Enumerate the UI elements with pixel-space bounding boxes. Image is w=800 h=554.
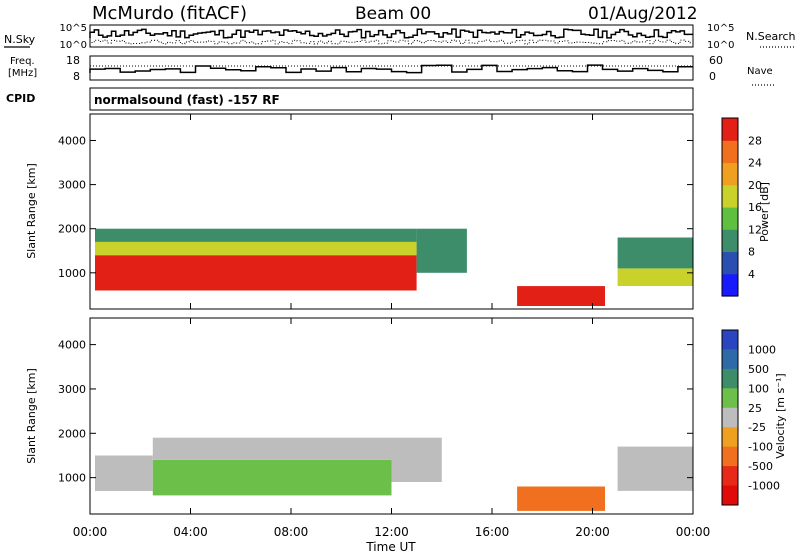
nsky-label: N.Sky [4, 33, 36, 46]
colorbar-frame [721, 329, 739, 506]
heatmap-region [617, 446, 693, 491]
colorbar-tick-label: 28 [748, 134, 762, 147]
y-tick-label: 3000 [58, 383, 86, 396]
nave-tick-top: 60 [709, 54, 723, 67]
x-tick-label: 08:00 [274, 525, 309, 539]
y-tick-label: 2000 [58, 427, 86, 440]
nsky-tick-bottom: 10^0 [60, 40, 87, 51]
x-tick-label: 12:00 [374, 525, 409, 539]
y-tick-label: 2000 [58, 223, 86, 236]
colorbar-swatch [722, 207, 738, 230]
colorbar-swatch [722, 229, 738, 253]
x-axis-ticks: 00:00 04:00 08:00 12:00 16:00 20:00 00:00 [73, 114, 711, 539]
velocity-colorbar-label: Velocity [m s⁻¹] [774, 373, 787, 458]
power-colorbar-label: Power [dB] [758, 182, 771, 242]
heatmap-region [95, 241, 417, 256]
power-y-ticks: 1000 2000 3000 4000 [58, 134, 693, 280]
colorbar-tick-label: 20 [748, 179, 762, 192]
freq-tick-bottom: 8 [73, 70, 80, 83]
heatmap-region [391, 437, 442, 482]
nave-label: Nave [747, 66, 773, 77]
velocity-colorbar: 1000 500 100 25 -25 -100 -500 -1000 [721, 329, 780, 506]
colorbar-swatch [722, 485, 738, 506]
nsearch-tick-bottom: 10^0 [707, 40, 734, 51]
colorbar-tick-label: 500 [748, 363, 769, 376]
heatmap-region [95, 255, 417, 291]
freq-label: Freq. [10, 56, 35, 67]
cpid-panel: CPID normalsound (fast) -157 RF [6, 87, 694, 111]
colorbar-swatch [722, 407, 738, 428]
heatmap-region [517, 486, 605, 511]
colorbar-swatch [722, 251, 738, 275]
freq-unit: [MHz] [8, 68, 37, 79]
heatmap-region [617, 268, 693, 286]
colorbar-swatch [722, 349, 738, 370]
y-tick-label: 4000 [58, 134, 86, 147]
y-tick-label: 3000 [58, 179, 86, 192]
velocity-panel: 1000 2000 3000 4000 Slant Range [km] [25, 317, 694, 515]
date-title: 01/Aug/2012 [588, 4, 698, 24]
colorbar-tick-label: -500 [748, 460, 773, 473]
nsearch-tick-top: 10^5 [707, 23, 734, 34]
colorbar-tick-label: 1000 [748, 343, 776, 356]
heatmap-region [617, 237, 693, 269]
heatmap-region [152, 437, 392, 460]
colorbar-frame [721, 117, 739, 297]
freq-tick-top: 18 [66, 54, 80, 67]
colorbar-swatch [722, 140, 738, 164]
colorbar-tick-label: 12 [748, 223, 762, 236]
cpid-label: CPID [6, 92, 35, 105]
colorbar-swatch [722, 162, 738, 186]
x-tick-label: 20:00 [575, 525, 610, 539]
freq-panel: Freq. [MHz] 18 8 60 0 Nave [8, 54, 775, 86]
colorbar-swatch [722, 427, 738, 448]
x-tick-label: 16:00 [475, 525, 510, 539]
velocity-ylabel: Slant Range [km] [25, 368, 38, 464]
heatmap-region [152, 459, 392, 496]
power-panel: 1000 2000 3000 4000 Slant Range [km] [25, 113, 694, 310]
colorbar-tick-label: 24 [748, 157, 762, 170]
x-tick-label: 04:00 [173, 525, 208, 539]
colorbar-tick-label: 25 [748, 402, 762, 415]
velocity-y-ticks: 1000 2000 3000 4000 [58, 339, 693, 485]
nsky-tick-top: 10^5 [60, 23, 87, 34]
colorbar-tick-label: 8 [748, 246, 755, 259]
heatmap-region [517, 286, 605, 306]
y-tick-label: 1000 [58, 267, 86, 280]
nsearch-label: N.Search [746, 30, 796, 43]
colorbar-swatch [722, 273, 738, 297]
colorbar-swatch [722, 388, 738, 409]
heatmap-region [95, 228, 417, 242]
colorbar-tick-label: -100 [748, 441, 773, 454]
x-tick-label: 00:00 [676, 525, 711, 539]
colorbar-swatch [722, 184, 738, 208]
y-tick-label: 1000 [58, 472, 86, 485]
power-heatmap [95, 228, 693, 306]
colorbar-tick-label: 4 [748, 268, 755, 281]
colorbar-tick-label: -25 [748, 421, 766, 434]
x-tick-label: 00:00 [73, 525, 108, 539]
colorbar-swatch [722, 446, 738, 467]
beam-title: Beam 00 [355, 4, 431, 24]
nsky-panel: N.Sky 10^5 10^0 10^5 10^0 N.Search [4, 23, 796, 51]
station-title: McMurdo (fitACF) [92, 3, 247, 24]
colorbar-tick-label: 100 [748, 382, 769, 395]
colorbar-swatch [722, 466, 738, 486]
x-axis-label: Time UT [365, 540, 416, 554]
colorbar-swatch [722, 118, 738, 141]
velocity-heatmap [95, 437, 693, 511]
heatmap-region [95, 455, 153, 491]
colorbar-tick-label: 16 [748, 201, 762, 214]
cpid-text: normalsound (fast) -157 RF [94, 93, 280, 107]
y-tick-label: 4000 [58, 339, 86, 352]
colorbar-swatch [722, 368, 738, 389]
power-ylabel: Slant Range [km] [25, 163, 38, 259]
power-colorbar: 4 8 12 16 20 24 28 [721, 117, 762, 297]
colorbar-tick-label: -1000 [748, 480, 780, 493]
heatmap-region [416, 228, 467, 273]
nave-tick-bottom: 0 [709, 70, 716, 83]
colorbar-swatch [722, 330, 738, 350]
